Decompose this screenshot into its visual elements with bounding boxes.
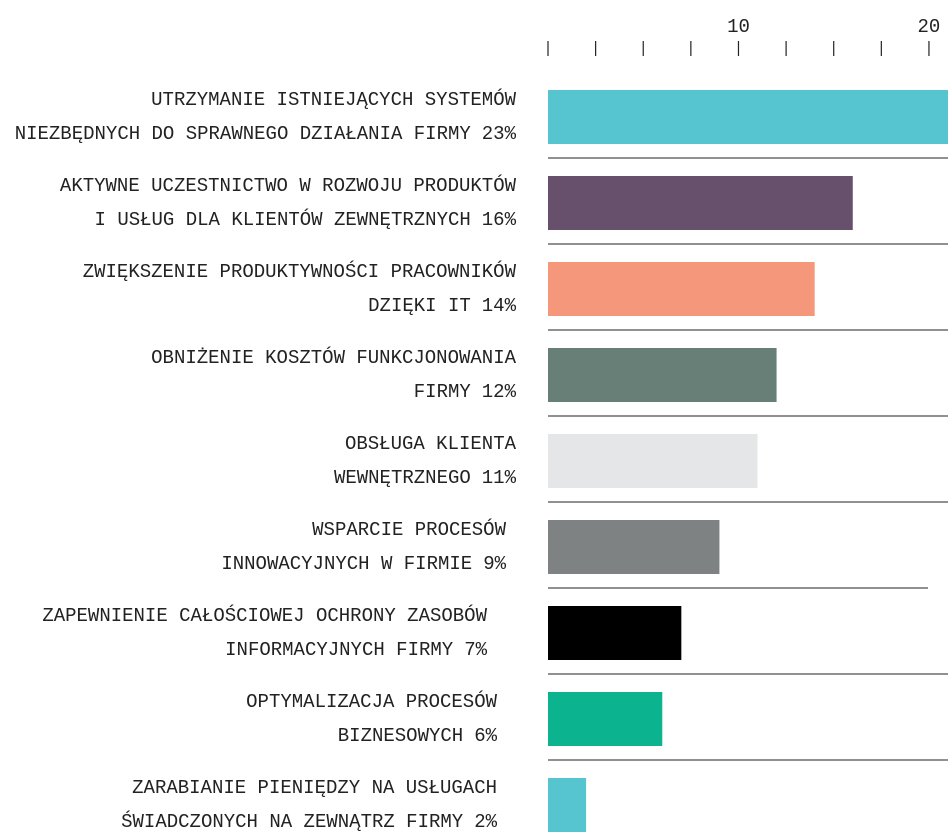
category-label-line: NIEZBĘDNYCH DO SPRAWNEGO DZIAŁANIA FIRMY [15, 123, 472, 145]
value-label: 23% [482, 123, 517, 145]
value-label: 16% [482, 209, 517, 231]
category-label: UTRZYMANIE ISTNIEJĄCYCH SYSTEMÓW [151, 89, 516, 111]
bar [548, 606, 682, 660]
category-label: AKTYWNE UCZESTNICTWO W ROZWOJU PRODUKTÓW [60, 175, 517, 197]
value-label: 2% [474, 811, 497, 833]
category-label: OPTYMALIZACJA PROCESÓW [246, 691, 497, 713]
value-label: 11% [482, 467, 517, 489]
bar [548, 520, 720, 574]
category-label: ZAPEWNIENIE CAŁOŚCIOWEJ OCHRONY ZASOBÓW [42, 605, 487, 627]
category-label: WEWNĘTRZNEGO 11% [334, 467, 517, 489]
bar [548, 778, 587, 832]
category-label-line: I USŁUG DLA KLIENTÓW ZEWNĘTRZNYCH [95, 209, 471, 231]
bar [548, 262, 815, 316]
value-label: 7% [464, 639, 487, 661]
category-label: ŚWIADCZONYCH NA ZEWNĄTRZ FIRMY 2% [121, 811, 497, 833]
category-label-line: FIRMY [414, 381, 472, 403]
bar [548, 90, 948, 144]
category-label: DZIĘKI IT 14% [368, 295, 516, 317]
category-label: I USŁUG DLA KLIENTÓW ZEWNĘTRZNYCH 16% [95, 209, 517, 231]
value-label: 9% [483, 553, 506, 575]
category-label: FIRMY 12% [414, 381, 517, 403]
category-label: INNOWACYJNYCH W FIRMIE 9% [221, 553, 506, 575]
category-label: ZWIĘKSZENIE PRODUKTYWNOŚCI PRACOWNIKÓW [83, 261, 517, 283]
bar [548, 348, 777, 402]
category-label: ZARABIANIE PIENIĘDZY NA USŁUGACH [132, 777, 497, 799]
bar [548, 176, 853, 230]
x-tick-label: 10 [727, 16, 750, 38]
category-label: OBNIŻENIE KOSZTÓW FUNKCJONOWANIA [151, 347, 516, 369]
category-label-line: INNOWACYJNYCH W FIRMIE [221, 553, 472, 575]
category-label: WSPARCIE PROCESÓW [312, 519, 506, 541]
category-label-line: BIZNESOWYCH [338, 725, 463, 747]
category-label: BIZNESOWYCH 6% [338, 725, 498, 747]
category-label: NIEZBĘDNYCH DO SPRAWNEGO DZIAŁANIA FIRMY… [15, 123, 517, 145]
value-label: 12% [482, 381, 517, 403]
x-tick-label: 20 [918, 16, 941, 38]
bar [548, 692, 663, 746]
category-label-line: ŚWIADCZONYCH NA ZEWNĄTRZ FIRMY [121, 811, 464, 833]
value-label: 6% [474, 725, 497, 747]
category-label: INFORMACYJNYCH FIRMY 7% [225, 639, 487, 661]
category-label-line: WEWNĘTRZNEGO [334, 467, 471, 489]
category-label-line: INFORMACYJNYCH FIRMY [225, 639, 454, 661]
bar [548, 434, 758, 488]
category-label-line: DZIĘKI IT [368, 295, 471, 317]
value-label: 14% [482, 295, 517, 317]
category-label: OBSŁUGA KLIENTA [345, 433, 517, 455]
